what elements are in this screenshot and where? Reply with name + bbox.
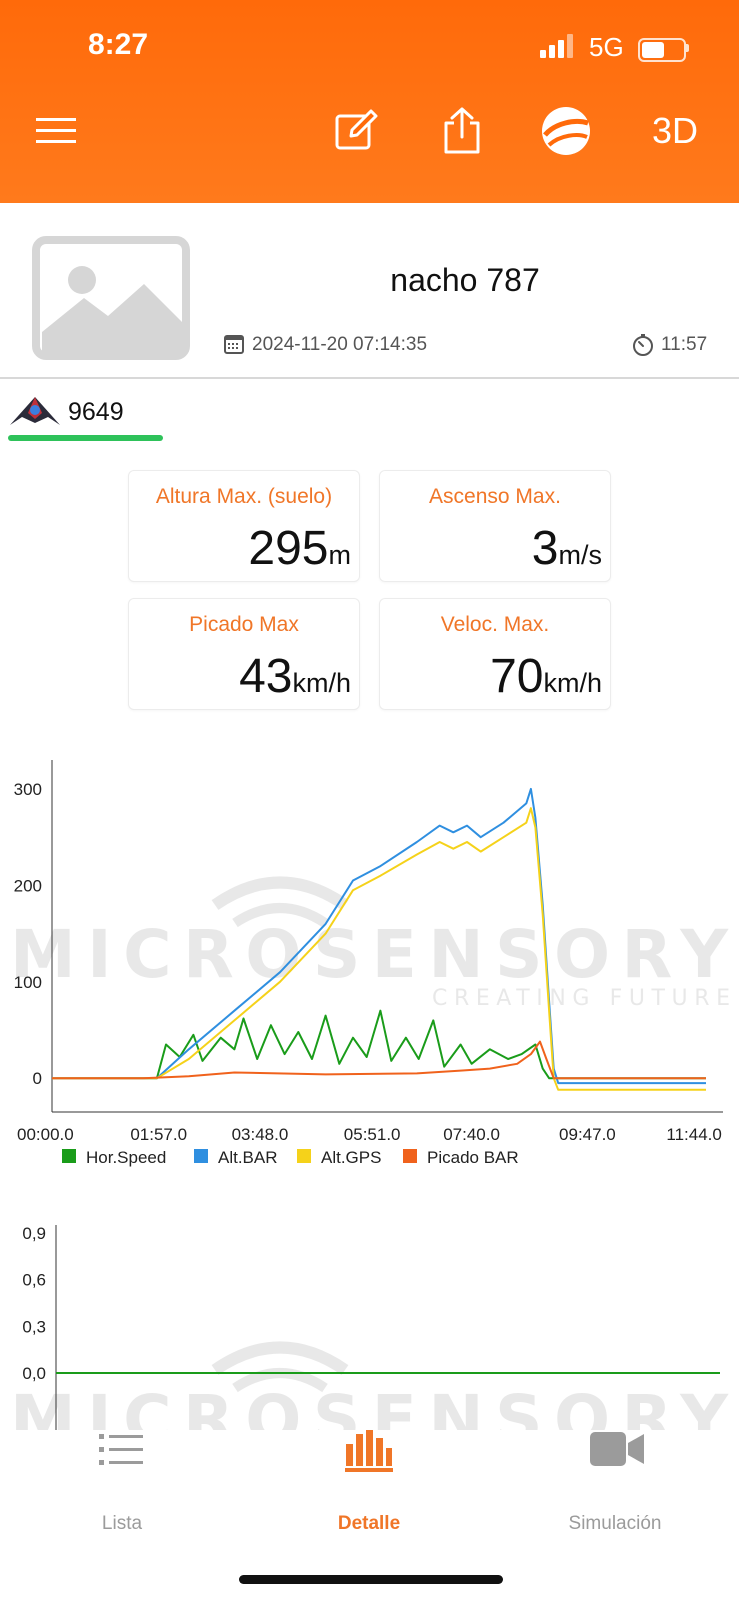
share-icon	[444, 107, 480, 154]
flight-photo-placeholder[interactable]	[32, 236, 190, 360]
chart-watermark: MICROSENSORY CREATING FUTURE	[10, 876, 730, 1011]
legend-swatch	[403, 1149, 417, 1163]
paraglider-icon	[10, 397, 60, 425]
menu-button[interactable]	[30, 105, 82, 157]
legend-swatch	[194, 1149, 208, 1163]
stat-unit: km/h	[292, 668, 351, 698]
stat-card-max-height: Altura Max. (suelo) 295m	[128, 470, 360, 582]
legend-item: Alt.GPS	[297, 1148, 381, 1167]
network-type: 5G	[589, 32, 624, 62]
y-tick-label: 0,3	[22, 1317, 46, 1336]
list-icon	[99, 1434, 143, 1465]
3d-view-button[interactable]: 3D	[652, 110, 699, 151]
legend-item: Hor.Speed	[62, 1148, 166, 1167]
stat-label: Veloc. Max.	[440, 613, 550, 636]
legend-label: Hor.Speed	[86, 1148, 166, 1167]
x-tick-label: 11:44.0	[666, 1125, 721, 1144]
flight-chart[interactable]: MICROSENSORY CREATING FUTURE 0100200300 …	[0, 755, 739, 1175]
stat-card-max-climb: Ascenso Max. 3m/s	[379, 470, 611, 582]
y-tick-label: 100	[14, 973, 42, 992]
legend-label: Alt.GPS	[321, 1148, 381, 1167]
legend-item: Picado BAR	[403, 1148, 519, 1167]
legend-item: Alt.BAR	[194, 1148, 278, 1167]
stat-card-max-dive: Picado Max 43km/h	[128, 598, 360, 710]
chart-watermark: MICROSENSORY	[10, 1341, 729, 1430]
series-line-picado-bar	[52, 1040, 706, 1080]
stat-value: 3	[531, 522, 559, 575]
stat-label: Altura Max. (suelo)	[155, 485, 333, 508]
legend-swatch	[297, 1149, 311, 1163]
tab-bar: Lista Detalle Simulación	[0, 1430, 739, 1600]
share-button[interactable]	[436, 105, 488, 157]
x-tick-label: 03:48.0	[232, 1125, 289, 1144]
watermark-tagline: CREATING FUTURE	[432, 986, 730, 1011]
video-camera-icon	[590, 1432, 644, 1466]
app-header: 8:27 5G 3D	[0, 0, 739, 203]
flight-duration: 11:57	[661, 334, 708, 355]
bar-chart-icon	[345, 1430, 393, 1472]
flight-datetime: 2024-11-20 07:14:35	[252, 334, 428, 355]
y-tick-label: 200	[14, 876, 42, 895]
stat-unit: km/h	[543, 668, 602, 698]
x-tick-label: 01:57.0	[130, 1125, 187, 1144]
y-tick-label: 0,9	[22, 1224, 46, 1243]
edit-button[interactable]	[330, 105, 382, 157]
x-tick-label: 07:40.0	[443, 1125, 500, 1144]
edit-icon	[335, 109, 378, 150]
stat-unit: m/s	[558, 540, 603, 570]
y-tick-label: 0,0	[22, 1364, 46, 1383]
tab-detalle[interactable]: Detalle	[294, 1430, 444, 1534]
tab-simulacion[interactable]: Simulación	[540, 1430, 690, 1534]
section-divider	[0, 377, 739, 379]
x-tick-label: 05:51.0	[344, 1125, 401, 1144]
y-tick-label: 300	[14, 780, 42, 799]
earth-icon	[542, 107, 590, 155]
flight-name: nacho 787	[390, 262, 540, 298]
legend-label: Picado BAR	[427, 1148, 519, 1167]
device-id[interactable]: 9649	[68, 398, 124, 426]
x-tick-label: 09:47.0	[559, 1125, 616, 1144]
image-placeholder-icon	[32, 236, 190, 360]
active-device-indicator	[8, 435, 163, 441]
status-time: 8:27	[88, 28, 149, 61]
legend-swatch	[62, 1149, 76, 1163]
stat-label: Picado Max	[189, 613, 299, 636]
calendar-icon	[224, 335, 244, 354]
legend-label: Alt.BAR	[218, 1148, 278, 1167]
stat-card-max-speed: Veloc. Max. 70km/h	[379, 598, 611, 710]
tab-lista[interactable]: Lista	[47, 1430, 197, 1534]
timer-icon	[633, 334, 653, 356]
home-indicator	[239, 1575, 503, 1584]
tab-label: Detalle	[337, 1513, 401, 1534]
stat-label: Ascenso Max.	[429, 485, 561, 508]
tab-label: Lista	[101, 1513, 143, 1534]
stat-unit: m	[328, 540, 352, 570]
series-line-hor-speed	[52, 1009, 706, 1080]
y-tick-label: 0,6	[22, 1271, 46, 1290]
secondary-chart[interactable]: MICROSENSORY 0,9 0,6 0,3 0,0	[0, 1220, 739, 1430]
tab-label: Simulación	[568, 1513, 662, 1534]
stat-value: 295	[248, 522, 329, 575]
google-earth-button[interactable]	[540, 105, 592, 157]
stat-value: 70	[490, 650, 544, 703]
series-line-alt-gps	[52, 807, 706, 1091]
stat-value: 43	[239, 650, 293, 703]
cellular-signal-icon	[540, 34, 576, 58]
watermark-title: MICROSENSORY	[10, 1381, 729, 1430]
watermark-title: MICROSENSORY	[10, 916, 729, 993]
hamburger-icon	[36, 118, 76, 143]
battery-icon	[638, 38, 686, 62]
y-tick-label: 0	[33, 1069, 42, 1088]
x-tick-label: 00:00.0	[17, 1125, 74, 1144]
